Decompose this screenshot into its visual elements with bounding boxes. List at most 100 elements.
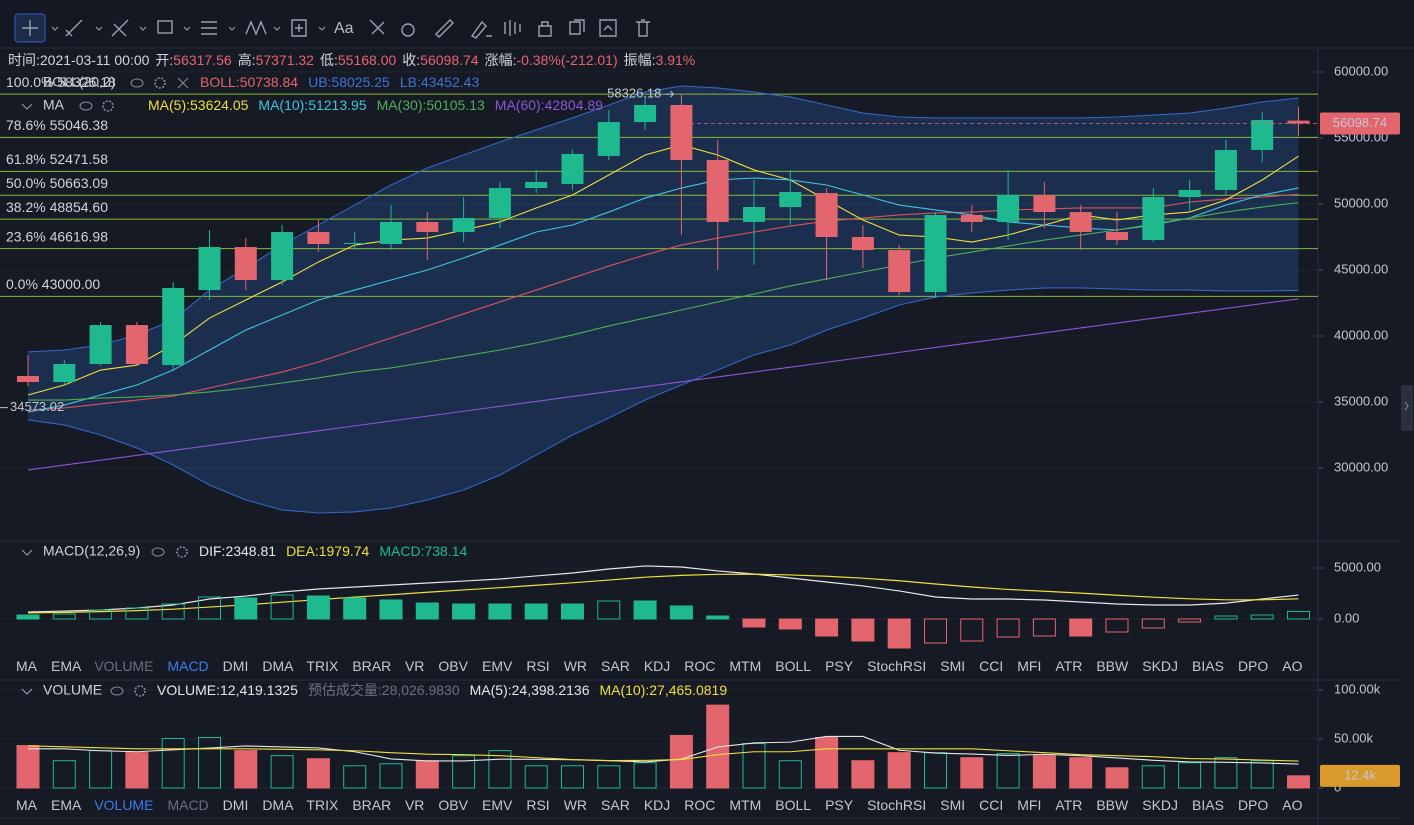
- volume-bar: [1250, 760, 1274, 789]
- indicator-tab[interactable]: DPO: [1238, 658, 1268, 674]
- indicator-tab[interactable]: BOLL: [775, 658, 811, 674]
- legend: BOLL:50738.84 UB:58025.25 LB:43452.43: [200, 74, 479, 90]
- indicator-tab[interactable]: MFI: [1017, 658, 1041, 674]
- indicator-tab[interactable]: KDJ: [644, 797, 670, 813]
- indicator-tab[interactable]: TRIX: [306, 658, 339, 674]
- legend-entry: MACD:738.14: [379, 543, 467, 559]
- info-value: 3.91%: [656, 52, 696, 68]
- indicator-tab[interactable]: MACD: [167, 658, 208, 674]
- copy-tool[interactable]: [569, 19, 585, 35]
- indicator-tab[interactable]: ROC: [684, 797, 715, 813]
- indicator-tab[interactable]: EMV: [482, 797, 513, 813]
- magnet-tool[interactable]: [401, 23, 415, 37]
- volume-bar: [887, 752, 911, 789]
- indicator-tab[interactable]: MA: [16, 658, 38, 674]
- indicator-tab[interactable]: SMI: [940, 658, 965, 674]
- indicator-tab[interactable]: VOLUME: [94, 658, 153, 674]
- indicator-tab[interactable]: OBV: [438, 797, 468, 813]
- indicator-tab[interactable]: ROC: [684, 658, 715, 674]
- ruler-tool[interactable]: [435, 19, 454, 38]
- indicator-tab[interactable]: SMI: [940, 797, 965, 813]
- info-label: 高:: [238, 52, 256, 68]
- indicator-tab[interactable]: SKDJ: [1142, 797, 1178, 813]
- macd-bar: [706, 615, 730, 620]
- last-price-tag: [1320, 112, 1400, 135]
- indicator-tab[interactable]: AO: [1282, 797, 1302, 813]
- indicator-tab[interactable]: CCI: [979, 797, 1003, 813]
- indicator-tab[interactable]: CCI: [979, 658, 1003, 674]
- volume-bar: [125, 752, 149, 789]
- indicator-tab[interactable]: BRAR: [352, 658, 391, 674]
- indicator-tab[interactable]: DPO: [1238, 797, 1268, 813]
- y-tick-label: 50.00k: [1334, 730, 1374, 745]
- candle-body: [1251, 120, 1274, 151]
- y-tick-label: 0.00: [1334, 610, 1359, 625]
- indicator-tab[interactable]: SAR: [601, 797, 630, 813]
- shape-tool[interactable]: [157, 20, 173, 34]
- indicator-tab[interactable]: VOLUME: [94, 797, 153, 813]
- indicator-tab[interactable]: BIAS: [1192, 658, 1224, 674]
- indicator-tab[interactable]: RSI: [526, 797, 549, 813]
- line-tool[interactable]: [65, 19, 83, 37]
- indicator-tab[interactable]: StochRSI: [867, 797, 926, 813]
- indicator-tab[interactable]: AO: [1282, 658, 1302, 674]
- indicator-tab[interactable]: ATR: [1055, 797, 1082, 813]
- indicator-tab[interactable]: KDJ: [644, 658, 670, 674]
- indicator-tab[interactable]: MA: [16, 797, 38, 813]
- indicator-tab[interactable]: PSY: [825, 797, 854, 813]
- indicator-tab[interactable]: ATR: [1055, 658, 1082, 674]
- volume-bar: [1141, 765, 1165, 789]
- max-arrow: [665, 90, 675, 98]
- settings-icon: [176, 546, 188, 558]
- text-tool[interactable]: Aa: [334, 20, 354, 37]
- y-tick-label: 5000.00: [1334, 559, 1381, 574]
- indicator-tab[interactable]: VR: [405, 658, 424, 674]
- delete-tool[interactable]: [636, 19, 650, 37]
- indicator-tab[interactable]: MTM: [729, 797, 761, 813]
- indicator-tab[interactable]: DMI: [223, 797, 249, 813]
- lock-tool[interactable]: [538, 21, 552, 37]
- info-value: 55168.00: [338, 52, 397, 68]
- measure-tool[interactable]: [291, 19, 307, 37]
- bars-tool[interactable]: [504, 20, 521, 36]
- indicator-tab[interactable]: BIAS: [1192, 797, 1224, 813]
- indicator-tab[interactable]: EMA: [51, 658, 82, 674]
- indicator-tab[interactable]: DMA: [262, 797, 294, 813]
- indicator-tab[interactable]: SAR: [601, 658, 630, 674]
- indicator-tab[interactable]: DMI: [223, 658, 249, 674]
- pattern-tool[interactable]: [245, 20, 267, 36]
- fib-label: 23.6% 46616.98: [6, 228, 108, 244]
- collapse-caret: [21, 549, 33, 556]
- indicator-tab[interactable]: PSY: [825, 658, 854, 674]
- layout-tool[interactable]: [599, 19, 617, 37]
- indicator-tab[interactable]: StochRSI: [867, 658, 926, 674]
- indicator-tab[interactable]: EMA: [51, 797, 82, 813]
- channel-tool[interactable]: [201, 21, 217, 35]
- indicator-tab[interactable]: WR: [564, 658, 587, 674]
- volume-bar: [52, 760, 76, 789]
- fib-tool[interactable]: [111, 19, 129, 37]
- pen-tool[interactable]: [470, 20, 492, 39]
- indicator-tab[interactable]: DMA: [262, 658, 294, 674]
- indicator-tab[interactable]: SKDJ: [1142, 658, 1178, 674]
- indicator-tab[interactable]: EMV: [482, 658, 513, 674]
- indicator-tab[interactable]: OBV: [438, 658, 468, 674]
- toolbar: [0, 0, 1414, 48]
- legend-entry: MA(60):42804.89: [495, 97, 603, 113]
- legend-entry: DIF:2348.81: [199, 543, 276, 559]
- indicator-tab[interactable]: BBW: [1096, 658, 1129, 674]
- legend: MA(5):53624.05 MA(10):51213.95 MA(30):5010…: [148, 97, 603, 113]
- info-label: 收:: [402, 52, 420, 68]
- indicator-tab[interactable]: MACD: [167, 797, 208, 813]
- indicator-tab[interactable]: RSI: [526, 658, 549, 674]
- indicator-tab[interactable]: WR: [564, 797, 587, 813]
- indicator-tab[interactable]: MFI: [1017, 797, 1041, 813]
- brush-tool[interactable]: [369, 19, 385, 35]
- indicator-tab[interactable]: TRIX: [306, 797, 339, 813]
- indicator-tab[interactable]: BOLL: [775, 797, 811, 813]
- indicator-tab[interactable]: MTM: [729, 658, 761, 674]
- indicator-tab[interactable]: BBW: [1096, 797, 1129, 813]
- volume-bar: [742, 743, 766, 789]
- indicator-tab[interactable]: VR: [405, 797, 424, 813]
- indicator-tab[interactable]: BRAR: [352, 797, 391, 813]
